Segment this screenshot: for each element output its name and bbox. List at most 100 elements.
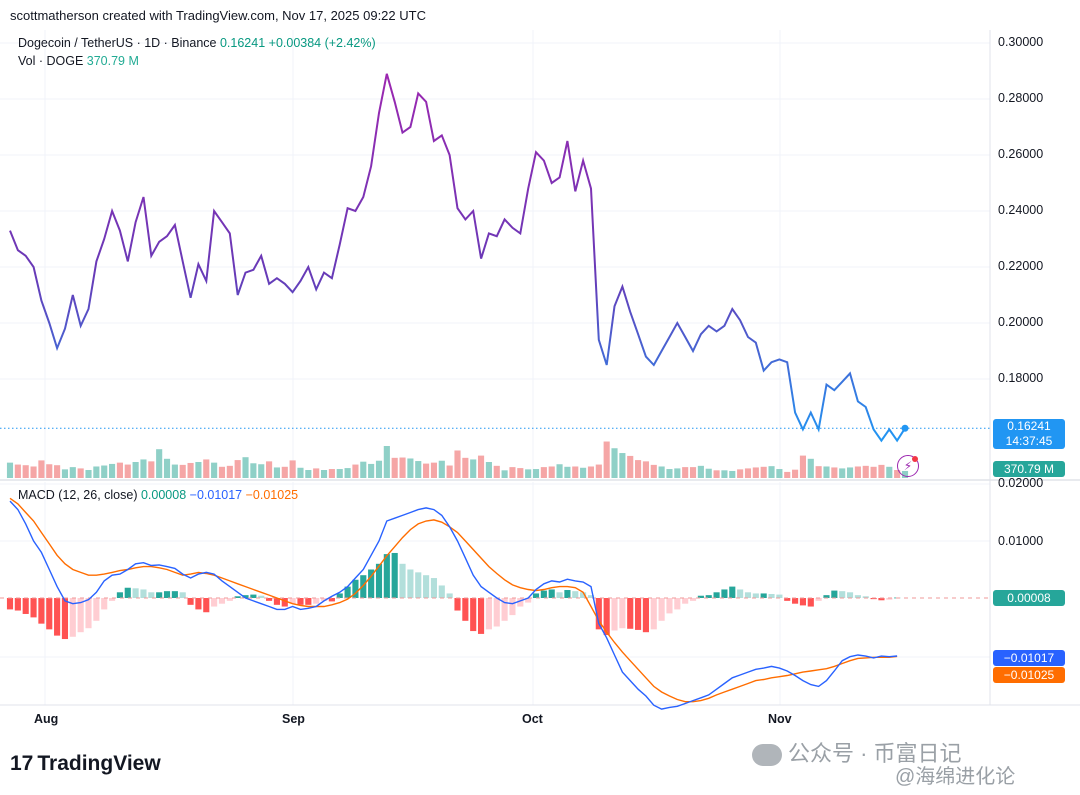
volume-legend[interactable]: Vol · DOGE 370.79 M (18, 54, 139, 68)
volume-bar (815, 466, 822, 478)
macd-hist-bar (603, 598, 610, 636)
macd-hist-bar (258, 595, 265, 598)
macd-hist-bar (658, 598, 665, 621)
macd-hist-bar (595, 598, 602, 630)
macd-hist-bar (156, 592, 163, 598)
volume-bar (532, 469, 540, 478)
alert-dot-icon (912, 456, 918, 462)
macd-hist-bar (501, 598, 508, 621)
macd-hist-bar (792, 598, 799, 604)
macd-hist-bar (572, 591, 579, 598)
macd-hist-bar (799, 598, 807, 606)
volume-bar (203, 459, 210, 478)
macd-hist-bar (69, 598, 76, 637)
macd-hist-bar (211, 598, 218, 607)
volume-bar (156, 449, 163, 478)
volume-bar (854, 466, 861, 478)
volume-bar (807, 458, 814, 478)
macd-hist-bar (839, 591, 846, 598)
macd-tick: 0.02000 (998, 476, 1044, 490)
macd-hist-bar (171, 591, 178, 598)
macd-hist-bar (532, 593, 540, 598)
macd-hist-bar (336, 593, 343, 598)
macd-hist-bar (548, 589, 555, 598)
volume-bar (477, 455, 485, 478)
macd-hist-bar (375, 563, 383, 598)
price-tick: 0.20000 (998, 315, 1044, 329)
signal-tag: −0.01025 (993, 667, 1065, 683)
macd-hist-bar (399, 563, 406, 598)
volume-bar (124, 464, 131, 478)
macd-hist-bar (203, 598, 210, 613)
volume-bar (77, 468, 84, 478)
volume-bar (352, 464, 359, 478)
macd-hist-bar (823, 595, 830, 598)
macd-hist-bar (234, 596, 241, 598)
hist-tag: 0.00008 (993, 590, 1065, 606)
macd-line (9, 500, 898, 710)
macd-hist-bar (383, 554, 390, 598)
volume-bar (360, 461, 367, 478)
volume-bar (163, 458, 171, 478)
volume-bar (399, 457, 406, 478)
price-tag-value: 0.16241 (1007, 419, 1051, 433)
macd-hist-bar (485, 598, 492, 630)
volume-bar (713, 470, 720, 478)
volume-bar (493, 465, 500, 478)
volume-bar (886, 466, 893, 478)
volume-bar (407, 458, 414, 478)
macd-hist-bar (760, 593, 767, 598)
volume-bar (839, 468, 846, 478)
macd-hist-bar (635, 598, 642, 630)
volume-bar (846, 467, 854, 478)
volume-bar (635, 460, 642, 478)
macd-hist-bar (737, 589, 744, 598)
macd-legend[interactable]: MACD (12, 26, close) 0.00008 −0.01017 −0… (18, 488, 298, 502)
grid-lines (0, 30, 1080, 706)
volume-bar (666, 469, 673, 478)
macd-hist-bar (273, 598, 280, 605)
price-tick: 0.18000 (998, 371, 1044, 385)
macd-hist-bar (423, 575, 430, 598)
volume-bar (140, 459, 147, 478)
volume-bar (289, 460, 296, 478)
macd-hist-bar (878, 598, 885, 601)
macd-hist-bar (713, 592, 720, 598)
macd-hist-bar (116, 592, 123, 598)
volume-bar (61, 469, 69, 478)
macd-hist-bar (776, 594, 783, 598)
macd-label: MACD (12, 26, close) (18, 488, 138, 502)
volume-bar (30, 466, 37, 478)
macd-hist-bar (807, 598, 814, 607)
volume-bar (689, 467, 697, 478)
volume-bar (218, 466, 226, 478)
macd-hist-bar (768, 594, 775, 598)
volume-bar (768, 466, 775, 478)
tradingview-logo[interactable]: 17 TradingView (10, 752, 161, 776)
lightning-icon[interactable]: ⚡ (897, 455, 919, 477)
macd-hist-bar (289, 598, 296, 604)
macd-hist-bar (752, 593, 759, 598)
volume-bar (336, 469, 343, 478)
volume-bar (423, 463, 430, 478)
volume-bar (454, 450, 461, 478)
volume-bar (281, 466, 288, 478)
volume-bar (737, 469, 744, 478)
volume-bar (517, 468, 524, 478)
symbol-name: Dogecoin / TetherUS · 1D · Binance (18, 36, 217, 50)
price-tick: 0.30000 (998, 35, 1044, 49)
volume-bar (273, 467, 280, 478)
macd-hist-bar (226, 598, 233, 601)
macd-hist-bar (46, 598, 53, 630)
macd-hist-bar (650, 598, 657, 630)
volume-bar (784, 471, 791, 478)
price-last-dot (901, 424, 909, 432)
volume-bar (22, 465, 29, 478)
volume-bar (148, 461, 155, 478)
volume-bar (540, 467, 547, 478)
volume-bar (438, 460, 445, 478)
volume-bar (69, 467, 76, 478)
macd-hist-bar (313, 598, 320, 604)
symbol-legend[interactable]: Dogecoin / TetherUS · 1D · Binance 0.162… (18, 36, 376, 50)
